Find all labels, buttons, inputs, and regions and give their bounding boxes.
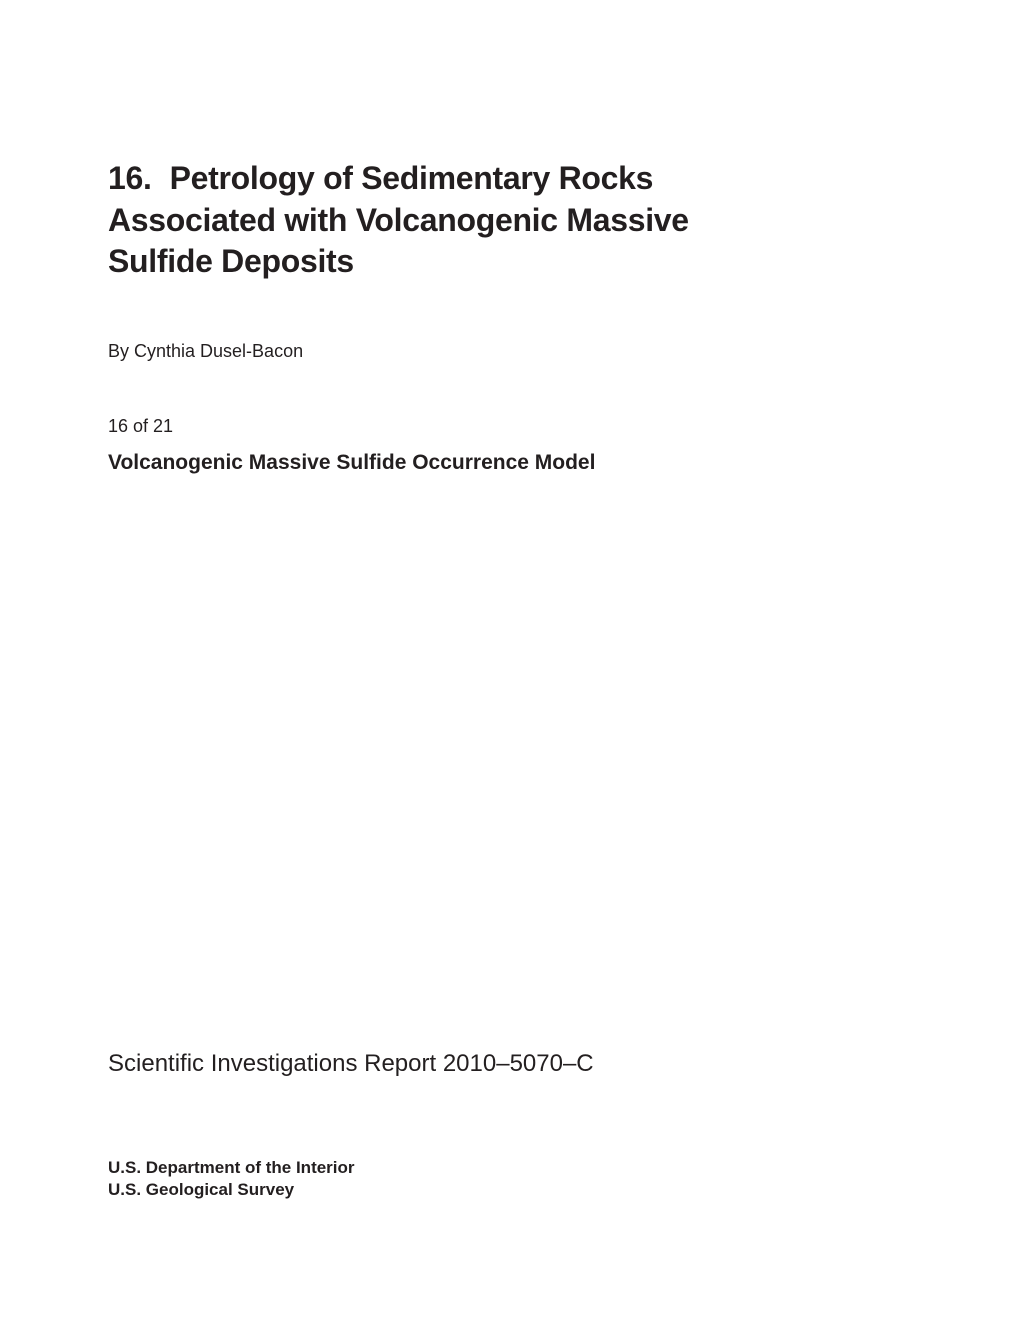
document-page: 16.Petrology of Sedimentary Rocks Associ… [0, 0, 1020, 1320]
page-indicator: 16 of 21 [108, 416, 920, 437]
chapter-title: 16.Petrology of Sedimentary Rocks Associ… [108, 158, 748, 283]
author-line: By Cynthia Dusel-Bacon [108, 341, 920, 362]
report-identifier: Scientific Investigations Report 2010–50… [108, 1050, 594, 1078]
footer-department: U.S. Department of the Interior [108, 1157, 355, 1179]
chapter-title-text: Petrology of Sedimentary Rocks Associate… [108, 160, 689, 279]
subtitle: Volcanogenic Massive Sulfide Occurrence … [108, 451, 920, 475]
footer: U.S. Department of the Interior U.S. Geo… [108, 1157, 355, 1201]
footer-agency: U.S. Geological Survey [108, 1179, 355, 1201]
chapter-number: 16. [108, 158, 152, 200]
